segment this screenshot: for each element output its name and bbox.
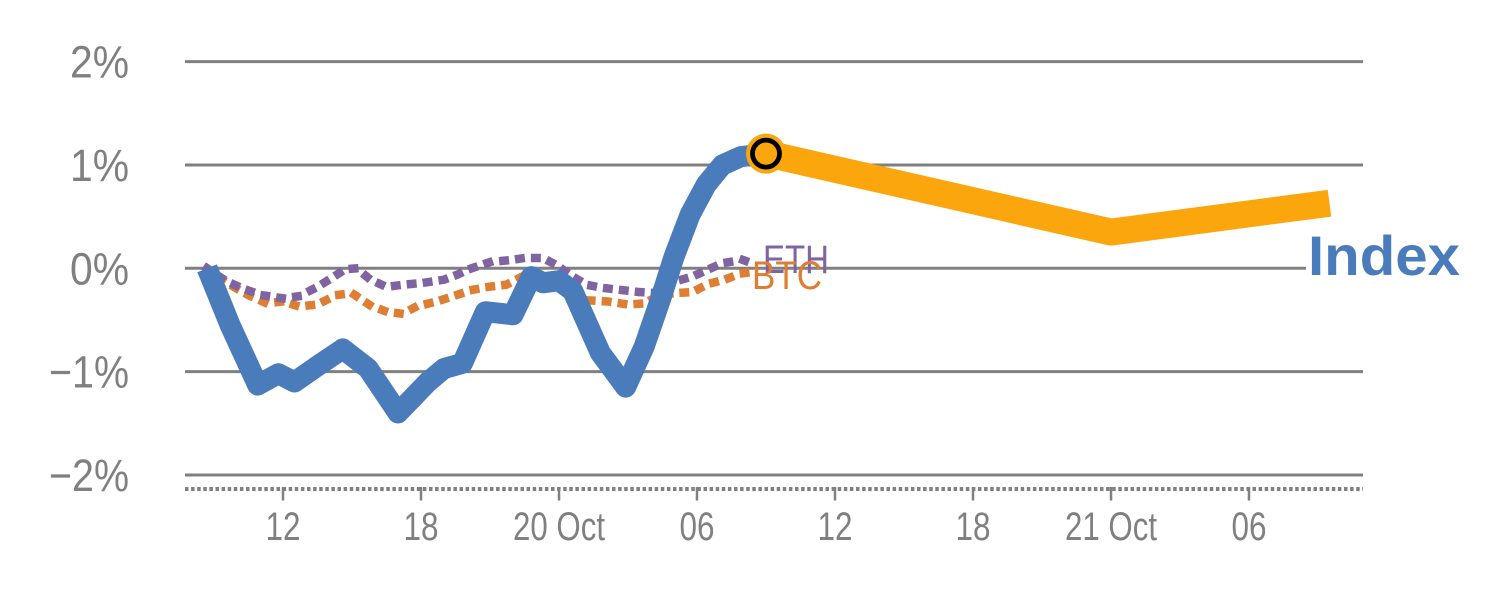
btc-label: BTC xyxy=(752,254,822,298)
y-axis-label: 1% xyxy=(70,140,129,191)
index-projection-line xyxy=(763,140,1332,246)
y-axis-label: 0% xyxy=(70,243,129,294)
forecast-start-marker xyxy=(750,137,782,170)
index-label: Index xyxy=(1308,224,1460,287)
x-axis-label: 20 Oct xyxy=(513,505,605,549)
y-axis-label: −1% xyxy=(49,347,129,398)
x-axis-label: 12 xyxy=(818,505,853,549)
eth-label: ETH xyxy=(763,238,829,282)
x-axis-label: 06 xyxy=(680,505,715,549)
y-axis-label: −2% xyxy=(49,450,129,501)
y-axis-label: 2% xyxy=(70,37,129,88)
x-axis-label: 12 xyxy=(266,505,301,549)
x-axis-label: 18 xyxy=(404,505,439,549)
x-axis-label: 18 xyxy=(956,505,991,549)
index-line xyxy=(197,143,768,424)
x-axis-label: 21 Oct xyxy=(1065,505,1157,549)
x-axis-label: 06 xyxy=(1232,505,1267,549)
